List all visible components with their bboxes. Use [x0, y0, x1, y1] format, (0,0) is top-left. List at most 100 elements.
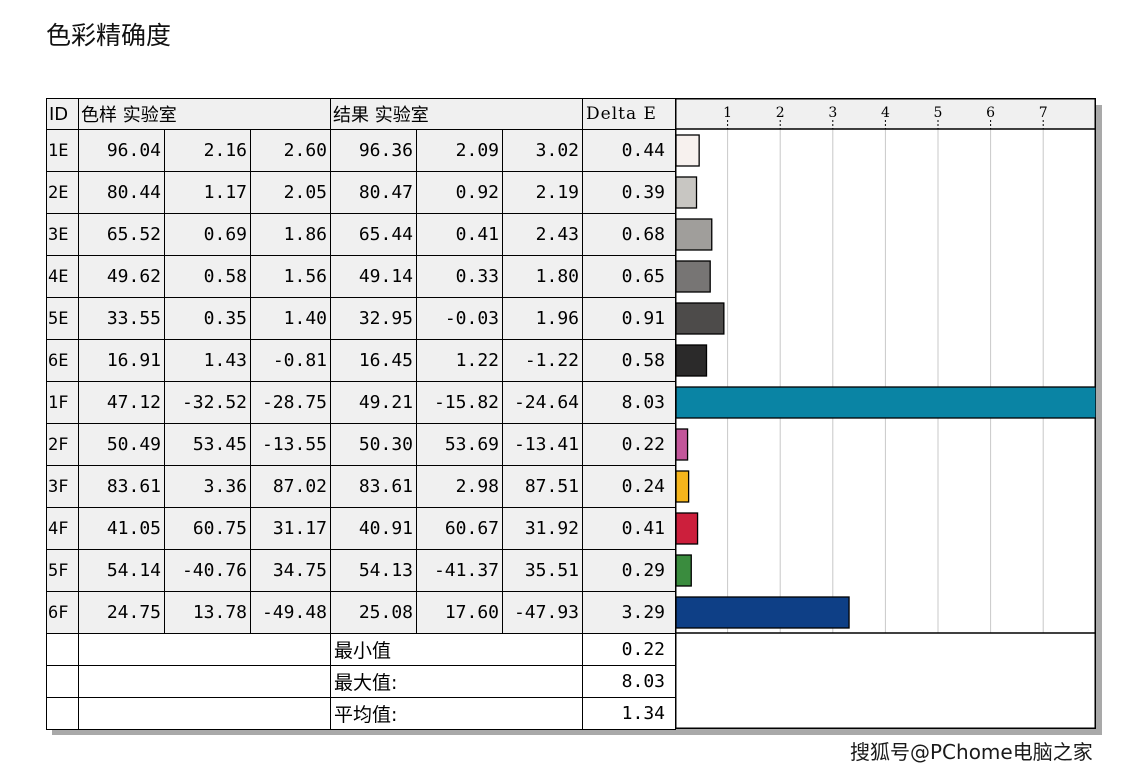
summary-blank [46, 665, 79, 698]
x-tick-label: 5 [934, 105, 943, 121]
result-l: 80.47 [330, 171, 417, 214]
row-id: 5E [46, 297, 79, 340]
summary-row: 平均值: 1.34 [46, 697, 676, 730]
result-a: -41.37 [416, 549, 503, 592]
result-b: -1.22 [502, 339, 583, 382]
reference-l: 41.05 [78, 507, 165, 550]
result-b: 3.02 [502, 129, 583, 172]
result-l: 49.14 [330, 255, 417, 298]
reference-l: 80.44 [78, 171, 165, 214]
summary-label: 最小值 [330, 633, 583, 666]
row-id: 2E [46, 171, 79, 214]
reference-a: 0.35 [164, 297, 251, 340]
x-tick-label: 1 [723, 105, 732, 121]
table-row: 2F 50.49 53.45 -13.55 50.30 53.69 -13.41 0.22 [46, 423, 676, 466]
reference-b: 2.05 [250, 171, 331, 214]
delta-e-value: 3.29 [582, 591, 676, 634]
result-a: -0.03 [416, 297, 503, 340]
result-l: 65.44 [330, 213, 417, 256]
summary-row: 最小值 0.22 [46, 633, 676, 666]
table-row: 5F 54.14 -40.76 34.75 54.13 -41.37 35.51 0.29 [46, 549, 676, 592]
reference-b: 1.56 [250, 255, 331, 298]
row-id: 1F [46, 381, 79, 424]
reference-l: 65.52 [78, 213, 165, 256]
row-id: 6F [46, 591, 79, 634]
row-id: 4E [46, 255, 79, 298]
result-a: 60.67 [416, 507, 503, 550]
x-tick-label: 4 [881, 105, 890, 121]
delta-e-value: 0.58 [582, 339, 676, 382]
result-b: -24.64 [502, 381, 583, 424]
bar-1F [675, 386, 1096, 419]
reference-a: 2.16 [164, 129, 251, 172]
reference-b: 87.02 [250, 465, 331, 508]
summary-value: 8.03 [582, 665, 676, 698]
table-row: 3F 83.61 3.36 87.02 83.61 2.98 87.51 0.24 [46, 465, 676, 508]
header-result-lab: 结果 实验室 [330, 98, 583, 130]
summary-blank [46, 633, 79, 666]
summary-value: 1.34 [582, 697, 676, 730]
delta-e-bar-chart: 1 2 3 4 5 6 7 [675, 98, 1096, 729]
bar-2E [675, 176, 698, 209]
reference-a: 0.58 [164, 255, 251, 298]
reference-b: -49.48 [250, 591, 331, 634]
bar-2F [675, 428, 689, 461]
result-l: 54.13 [330, 549, 417, 592]
reference-b: 31.17 [250, 507, 331, 550]
row-id: 2F [46, 423, 79, 466]
result-a: -15.82 [416, 381, 503, 424]
result-l: 96.36 [330, 129, 417, 172]
bar-3E [675, 218, 713, 251]
reference-a: 1.43 [164, 339, 251, 382]
reference-a: -40.76 [164, 549, 251, 592]
reference-a: 0.69 [164, 213, 251, 256]
result-a: 2.09 [416, 129, 503, 172]
x-tick-label: 7 [1039, 105, 1048, 121]
table-row: 2E 80.44 1.17 2.05 80.47 0.92 2.19 0.39 [46, 171, 676, 214]
header-delta-e: Delta E [582, 98, 676, 130]
delta-e-value: 0.41 [582, 507, 676, 550]
row-id: 6E [46, 339, 79, 382]
row-id: 5F [46, 549, 79, 592]
result-b: 31.92 [502, 507, 583, 550]
reference-a: -32.52 [164, 381, 251, 424]
reference-l: 33.55 [78, 297, 165, 340]
table-row: 6F 24.75 13.78 -49.48 25.08 17.60 -47.93 3.29 [46, 591, 676, 634]
reference-b: -13.55 [250, 423, 331, 466]
x-tick-label: 2 [776, 105, 785, 121]
table-row: 1F 47.12 -32.52 -28.75 49.21 -15.82 -24.64 8.03 [46, 381, 676, 424]
header-reference-lab: 色样 实验室 [78, 98, 331, 130]
result-l: 83.61 [330, 465, 417, 508]
delta-e-value: 0.22 [582, 423, 676, 466]
result-a: 0.41 [416, 213, 503, 256]
result-b: -13.41 [502, 423, 583, 466]
bar-5E [675, 302, 725, 335]
result-a: 53.69 [416, 423, 503, 466]
result-l: 32.95 [330, 297, 417, 340]
result-b: -47.93 [502, 591, 583, 634]
result-b: 35.51 [502, 549, 583, 592]
delta-e-value: 8.03 [582, 381, 676, 424]
reference-l: 50.49 [78, 423, 165, 466]
bar-6F [675, 596, 850, 629]
result-a: 1.22 [416, 339, 503, 382]
result-l: 16.45 [330, 339, 417, 382]
bar-6E [675, 344, 708, 377]
report-board: ID 色样 实验室 结果 实验室 Delta E 1E 96.04 2.16 2.60… [46, 98, 1096, 730]
bar-1E [675, 134, 700, 167]
table-row: 5E 33.55 0.35 1.40 32.95 -0.03 1.96 0.91 [46, 297, 676, 340]
summary-blank [78, 697, 331, 730]
table-row: 4F 41.05 60.75 31.17 40.91 60.67 31.92 0.41 [46, 507, 676, 550]
reference-a: 53.45 [164, 423, 251, 466]
reference-l: 54.14 [78, 549, 165, 592]
result-a: 0.33 [416, 255, 503, 298]
delta-e-value: 0.65 [582, 255, 676, 298]
result-a: 17.60 [416, 591, 503, 634]
reference-b: 2.60 [250, 129, 331, 172]
bar-4E [675, 260, 711, 293]
result-b: 87.51 [502, 465, 583, 508]
reference-b: 1.40 [250, 297, 331, 340]
x-tick-label: 6 [986, 105, 995, 121]
reference-a: 60.75 [164, 507, 251, 550]
row-id: 1E [46, 129, 79, 172]
